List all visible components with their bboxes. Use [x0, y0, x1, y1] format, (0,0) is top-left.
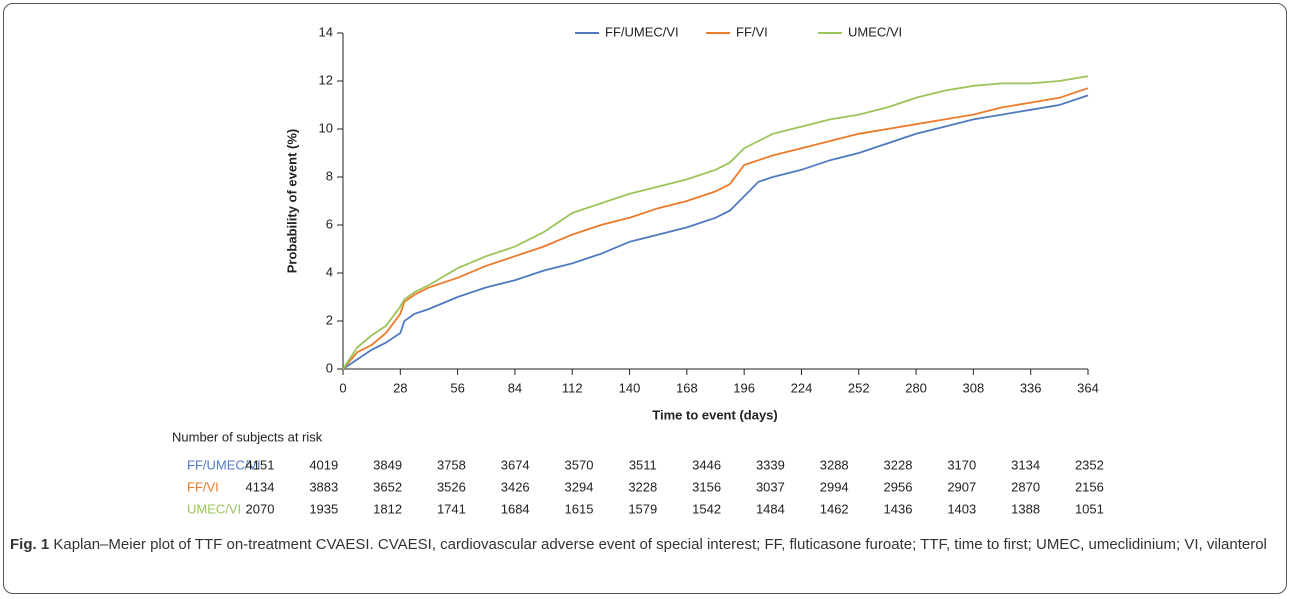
y-tick-label: 4 [326, 264, 333, 279]
x-axis-title: Time to event (days) [652, 407, 777, 422]
risk-count: 1051 [1075, 501, 1104, 516]
y-tick-label: 10 [319, 120, 333, 135]
risk-count: 3426 [501, 479, 530, 494]
km-curve [342, 94, 1089, 370]
legend-label: FF/VI [736, 24, 768, 39]
risk-count: 1462 [820, 501, 849, 516]
risk-count: 2156 [1075, 479, 1104, 494]
x-tick-label: 168 [676, 380, 698, 395]
x-tick-label: 140 [619, 380, 641, 395]
y-tick-label: 8 [326, 168, 333, 183]
legend-label: FF/UMEC/VI [605, 24, 679, 39]
risk-count: 1935 [309, 501, 338, 516]
caption: Fig. 1 Kaplan–Meier plot of TTF on-treat… [10, 534, 1278, 556]
km-curve [342, 87, 1089, 370]
legend-label: UMEC/VI [848, 24, 902, 39]
risk-count: 3228 [628, 479, 657, 494]
risk-count: 3156 [692, 479, 721, 494]
risk-count: 1436 [884, 501, 913, 516]
risk-count: 3228 [884, 457, 913, 472]
risk-count: 1579 [628, 501, 657, 516]
x-tick-label: 56 [450, 380, 464, 395]
risk-count: 3446 [692, 457, 721, 472]
risk-row-label: UMEC/VI [187, 501, 241, 516]
risk-count: 3134 [1011, 457, 1040, 472]
risk-count: 1388 [1011, 501, 1040, 516]
x-tick-label: 252 [848, 380, 870, 395]
y-tick-label: 2 [326, 312, 333, 327]
risk-count: 1542 [692, 501, 721, 516]
risk-count: 2070 [246, 501, 275, 516]
risk-count: 4134 [246, 479, 275, 494]
y-tick-label: 14 [319, 24, 333, 39]
risk-count: 3294 [565, 479, 594, 494]
risk-count: 1684 [501, 501, 530, 516]
risk-count: 1741 [437, 501, 466, 516]
risk-count: 3652 [373, 479, 402, 494]
risk-count: 4151 [246, 457, 275, 472]
x-tick-label: 196 [733, 380, 755, 395]
risk-count: 2907 [947, 479, 976, 494]
risk-count: 3511 [629, 457, 657, 472]
risk-count: 3883 [309, 479, 338, 494]
x-tick-label: 280 [905, 380, 927, 395]
risk-count: 3339 [756, 457, 785, 472]
risk-count: 2956 [884, 479, 913, 494]
x-tick-label: 84 [508, 380, 522, 395]
risk-count: 4019 [309, 457, 338, 472]
x-tick-label: 336 [1020, 380, 1042, 395]
x-tick-label: 224 [791, 380, 813, 395]
risk-count: 1615 [565, 501, 594, 516]
x-tick-label: 308 [963, 380, 985, 395]
chart: Time to event (days) Probability of even… [172, 24, 1104, 516]
risk-count: 3288 [820, 457, 849, 472]
x-tick-label: 28 [393, 380, 407, 395]
y-tick-label: 0 [326, 360, 333, 375]
x-tick-label: 0 [339, 380, 346, 395]
risk-count: 1403 [947, 501, 976, 516]
risk-count: 3758 [437, 457, 466, 472]
caption-label: Fig. 1 [10, 536, 50, 553]
frame [3, 3, 1287, 594]
x-tick-label: 112 [562, 380, 583, 395]
km-curve [342, 75, 1089, 370]
risk-count: 2870 [1011, 479, 1040, 494]
caption-text: Kaplan–Meier plot of TTF on-treatment CV… [53, 536, 1267, 553]
y-tick-label: 6 [326, 216, 333, 231]
risk-count: 3526 [437, 479, 466, 494]
risk-count: 2352 [1075, 457, 1104, 472]
risk-count: 1812 [373, 501, 402, 516]
risk-table-title: Number of subjects at risk [172, 429, 323, 444]
risk-count: 3849 [373, 457, 402, 472]
risk-count: 3570 [565, 457, 594, 472]
risk-count: 3674 [501, 457, 530, 472]
risk-count: 2994 [820, 479, 849, 494]
y-tick-label: 12 [319, 72, 333, 87]
risk-row-label: FF/VI [187, 479, 219, 494]
risk-row-label: FF/UMEC/VI [187, 457, 261, 472]
risk-count: 3170 [947, 457, 976, 472]
x-tick-label: 364 [1077, 380, 1099, 395]
risk-count: 1484 [756, 501, 785, 516]
y-axis-title: Probability of event (%) [284, 129, 299, 273]
risk-count: 3037 [756, 479, 785, 494]
